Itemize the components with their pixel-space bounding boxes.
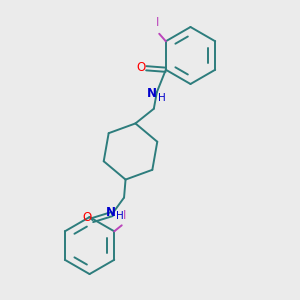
Text: O: O [82,211,92,224]
Text: I: I [123,209,127,222]
Text: I: I [156,16,159,29]
Text: N: N [146,87,156,100]
Text: O: O [136,61,146,74]
Text: H: H [116,211,123,220]
Text: N: N [106,206,116,219]
Text: H: H [158,93,166,103]
